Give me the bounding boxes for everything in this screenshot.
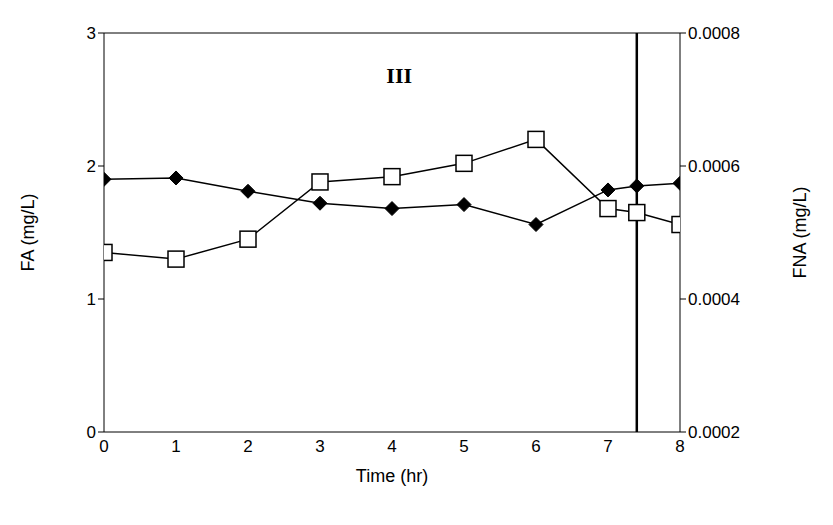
svg-text:6: 6 bbox=[531, 437, 540, 456]
svg-text:1: 1 bbox=[87, 290, 96, 309]
svg-text:0.0002: 0.0002 bbox=[688, 423, 740, 442]
svg-text:FNA (mg/L): FNA (mg/L) bbox=[790, 186, 810, 278]
svg-text:FA (mg/L): FA (mg/L) bbox=[18, 193, 38, 271]
svg-text:3: 3 bbox=[315, 437, 324, 456]
svg-text:Time (hr): Time (hr) bbox=[356, 466, 428, 486]
svg-text:0.0004: 0.0004 bbox=[688, 290, 740, 309]
svg-text:0: 0 bbox=[99, 437, 108, 456]
svg-text:3: 3 bbox=[87, 24, 96, 43]
svg-text:2: 2 bbox=[87, 157, 96, 176]
svg-text:7: 7 bbox=[603, 437, 612, 456]
svg-text:III: III bbox=[386, 63, 412, 88]
svg-text:8: 8 bbox=[675, 437, 684, 456]
svg-text:0.0006: 0.0006 bbox=[688, 157, 740, 176]
svg-text:4: 4 bbox=[387, 437, 396, 456]
svg-text:0: 0 bbox=[87, 423, 96, 442]
svg-text:0.0008: 0.0008 bbox=[688, 24, 740, 43]
svg-text:1: 1 bbox=[171, 437, 180, 456]
svg-text:5: 5 bbox=[459, 437, 468, 456]
svg-text:2: 2 bbox=[243, 437, 252, 456]
